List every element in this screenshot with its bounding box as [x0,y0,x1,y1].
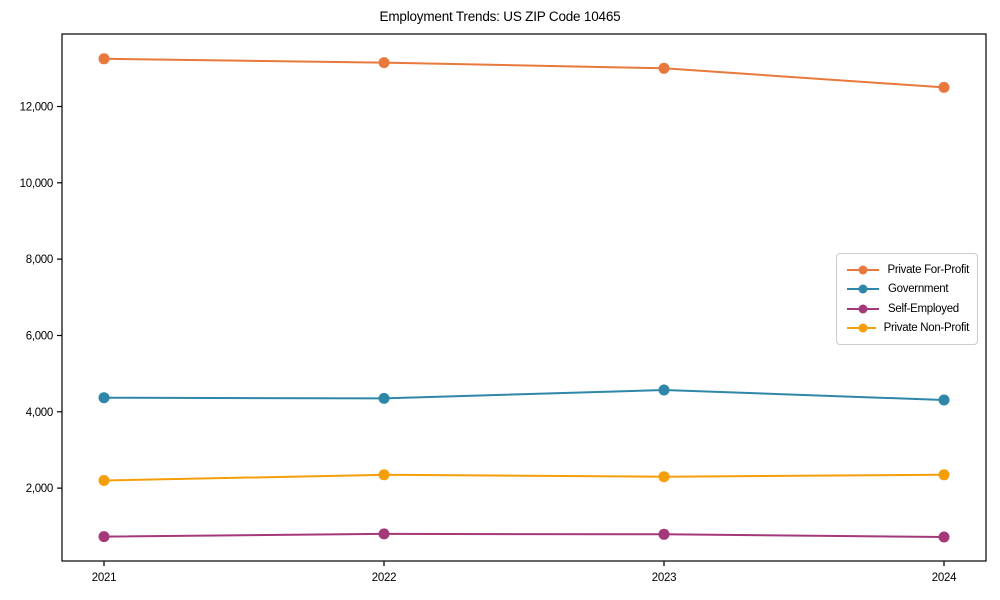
data-point-marker [658,528,670,540]
legend-label: Government [888,283,949,296]
legend-marker-icon [847,265,879,275]
legend-label: Private Non-Profit [883,321,970,334]
data-point-marker [938,469,950,481]
y-tick-label: 4,000 [26,407,53,419]
y-tick-label: 8,000 [26,254,53,266]
data-point-marker [378,469,390,481]
y-tick-label: 10,000 [20,178,53,190]
x-tick-label: 2024 [932,572,957,584]
y-tick-label: 2,000 [26,483,53,495]
legend-label: Self-Employed [888,302,959,315]
series-line [103,532,945,538]
data-point-marker [658,384,670,396]
series-line [103,57,945,89]
y-tick-label: 12,000 [20,102,53,114]
data-point-marker [98,475,110,486]
data-point-marker [378,57,390,69]
data-point-marker [938,81,950,93]
data-point-marker [378,528,390,540]
legend-item: Self-Employed [846,300,969,318]
legend-item: Government [846,280,969,298]
legend-label: Private For-Profit [887,264,969,276]
x-tick-label: 2023 [652,572,676,584]
plot-border [61,33,987,562]
data-point-marker [378,392,390,404]
data-point-marker [938,531,950,543]
x-tick-label: 2021 [92,572,116,584]
data-point-marker [938,394,950,406]
data-point-marker [98,392,110,404]
y-tick-label: 6,000 [26,331,53,343]
series-line [103,388,945,401]
chart-legend: Private For-Profit Government Self-Employe… [836,253,978,345]
legend-marker-icon [847,323,876,333]
series-line [103,473,945,482]
data-point-marker [658,62,670,74]
chart-title: Employment Trends: US ZIP Code 10465 [379,9,621,24]
legend-marker-icon [847,284,879,294]
legend-marker-icon [847,304,879,314]
x-tick-label: 2022 [372,572,396,584]
data-point-marker [658,471,670,483]
data-point-marker [98,53,110,65]
legend-item: Private For-Profit [846,261,969,279]
data-point-marker [98,531,110,543]
legend-item: Private Non-Profit [846,319,969,337]
